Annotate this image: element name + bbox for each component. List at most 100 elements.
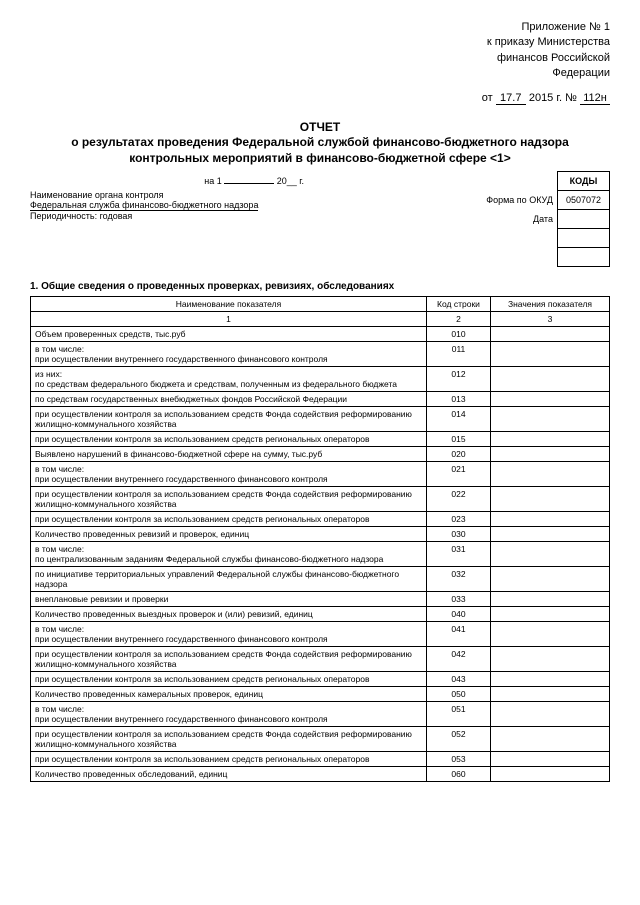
indicator-code: 060 (427, 767, 491, 782)
date-prefix: от (482, 92, 493, 104)
indicator-code: 042 (427, 647, 491, 672)
indicator-name: в том числе: при осуществлении внутренне… (31, 622, 427, 647)
indicator-name: при осуществлении контроля за использова… (31, 407, 427, 432)
appendix-date: от 17.7 2015 г. № 112н (30, 92, 610, 105)
indicator-value (491, 567, 610, 592)
indicator-code: 040 (427, 607, 491, 622)
table-row: при осуществлении контроля за использова… (31, 727, 610, 752)
date-num: 112н (580, 92, 610, 105)
table-row: Объем проверенных средств, тыс.руб010 (31, 327, 610, 342)
indicator-code: 030 (427, 527, 491, 542)
indicator-name: Объем проверенных средств, тыс.руб (31, 327, 427, 342)
col-name: Наименование показателя (31, 297, 427, 312)
indicator-name: в том числе: по централизованным задания… (31, 542, 427, 567)
title-sub: о результатах проведения Федеральной слу… (70, 135, 570, 166)
indicators-table: Наименование показателя Код строки Значе… (30, 296, 610, 782)
indicator-value (491, 462, 610, 487)
indicator-name: из них: по средствам федерального бюджет… (31, 367, 427, 392)
indicator-name: при осуществлении контроля за использова… (31, 512, 427, 527)
date-year: 2015 г. № (529, 92, 577, 104)
indicator-name: Количество проведенных обследований, еди… (31, 767, 427, 782)
indicator-name: в том числе: при осуществлении внутренне… (31, 342, 427, 367)
indicator-name: по средствам государственных внебюджетны… (31, 392, 427, 407)
indicator-code: 011 (427, 342, 491, 367)
na-prefix: на 1 (204, 176, 221, 186)
indicator-name: при осуществлении контроля за использова… (31, 647, 427, 672)
okud-label: Форма по ОКУД (478, 191, 557, 210)
colnum: 1 (31, 312, 427, 327)
indicator-value (491, 512, 610, 527)
indicator-name: внеплановые ревизии и проверки (31, 592, 427, 607)
indicator-value (491, 447, 610, 462)
okud-value: 0507072 (557, 191, 609, 210)
indicator-code: 021 (427, 462, 491, 487)
table-row: в том числе: при осуществлении внутренне… (31, 462, 610, 487)
appendix-line: финансов Российской (30, 51, 610, 66)
indicator-value (491, 342, 610, 367)
indicator-value (491, 592, 610, 607)
section-1-title: 1. Общие сведения о проведенных проверка… (30, 281, 610, 292)
indicator-code: 051 (427, 702, 491, 727)
indicator-value (491, 752, 610, 767)
table-row: внеплановые ревизии и проверки033 (31, 592, 610, 607)
date-label: Дата (478, 210, 557, 229)
table-row: при осуществлении контроля за использова… (31, 487, 610, 512)
indicator-value (491, 672, 610, 687)
appendix-line: Приложение № 1 (30, 20, 610, 35)
colnum: 3 (491, 312, 610, 327)
indicator-name: Выявлено нарушений в финансово-бюджетной… (31, 447, 427, 462)
indicator-value (491, 327, 610, 342)
indicator-code: 013 (427, 392, 491, 407)
indicator-name: при осуществлении контроля за использова… (31, 727, 427, 752)
table-row: при осуществлении контроля за использова… (31, 752, 610, 767)
indicator-value (491, 647, 610, 672)
indicator-code: 015 (427, 432, 491, 447)
appendix-header: Приложение № 1 к приказу Министерства фи… (30, 20, 610, 82)
report-title: ОТЧЕТ о результатах проведения Федеральн… (70, 120, 570, 167)
indicator-value (491, 487, 610, 512)
table-row: Количество проведенных обследований, еди… (31, 767, 610, 782)
table-row: Выявлено нарушений в финансово-бюджетной… (31, 447, 610, 462)
col-value: Значения показателя (491, 297, 610, 312)
indicator-value (491, 727, 610, 752)
table-row: при осуществлении контроля за использова… (31, 672, 610, 687)
table-row: при осуществлении контроля за использова… (31, 432, 610, 447)
indicator-code: 032 (427, 567, 491, 592)
indicator-code: 014 (427, 407, 491, 432)
table-row: в том числе: при осуществлении внутренне… (31, 622, 610, 647)
indicator-name: при осуществлении контроля за использова… (31, 487, 427, 512)
table-row: из них: по средствам федерального бюджет… (31, 367, 610, 392)
indicator-value (491, 687, 610, 702)
table-row: при осуществлении контроля за использова… (31, 407, 610, 432)
code-empty (557, 229, 609, 248)
indicator-name: при осуществлении контроля за использова… (31, 672, 427, 687)
indicator-code: 053 (427, 752, 491, 767)
table-row: в том числе: при осуществлении внутренне… (31, 702, 610, 727)
org-name: Федеральная служба финансово-бюджетного … (30, 200, 258, 211)
indicator-code: 043 (427, 672, 491, 687)
indicator-name: при осуществлении контроля за использова… (31, 752, 427, 767)
table-row: Количество проведенных выездных проверок… (31, 607, 610, 622)
indicator-value (491, 392, 610, 407)
codes-table: КОДЫ Форма по ОКУД0507072 Дата (478, 171, 610, 267)
indicator-value (491, 432, 610, 447)
indicator-code: 033 (427, 592, 491, 607)
indicator-code: 041 (427, 622, 491, 647)
table-row: в том числе: по централизованным задания… (31, 542, 610, 567)
indicator-value (491, 527, 610, 542)
table-row: по средствам государственных внебюджетны… (31, 392, 610, 407)
table-row: Количество проведенных камеральных прове… (31, 687, 610, 702)
indicator-code: 010 (427, 327, 491, 342)
table-row: в том числе: при осуществлении внутренне… (31, 342, 610, 367)
indicator-code: 012 (427, 367, 491, 392)
indicator-code: 020 (427, 447, 491, 462)
codes-header: КОДЫ (557, 172, 609, 191)
indicator-value (491, 622, 610, 647)
na-suffix: 20__ г. (277, 176, 304, 186)
date-value (557, 210, 609, 229)
table-row: при осуществлении контроля за использова… (31, 512, 610, 527)
indicator-name: по инициативе территориальных управлений… (31, 567, 427, 592)
indicator-value (491, 767, 610, 782)
indicator-value (491, 607, 610, 622)
indicator-name: при осуществлении контроля за использова… (31, 432, 427, 447)
